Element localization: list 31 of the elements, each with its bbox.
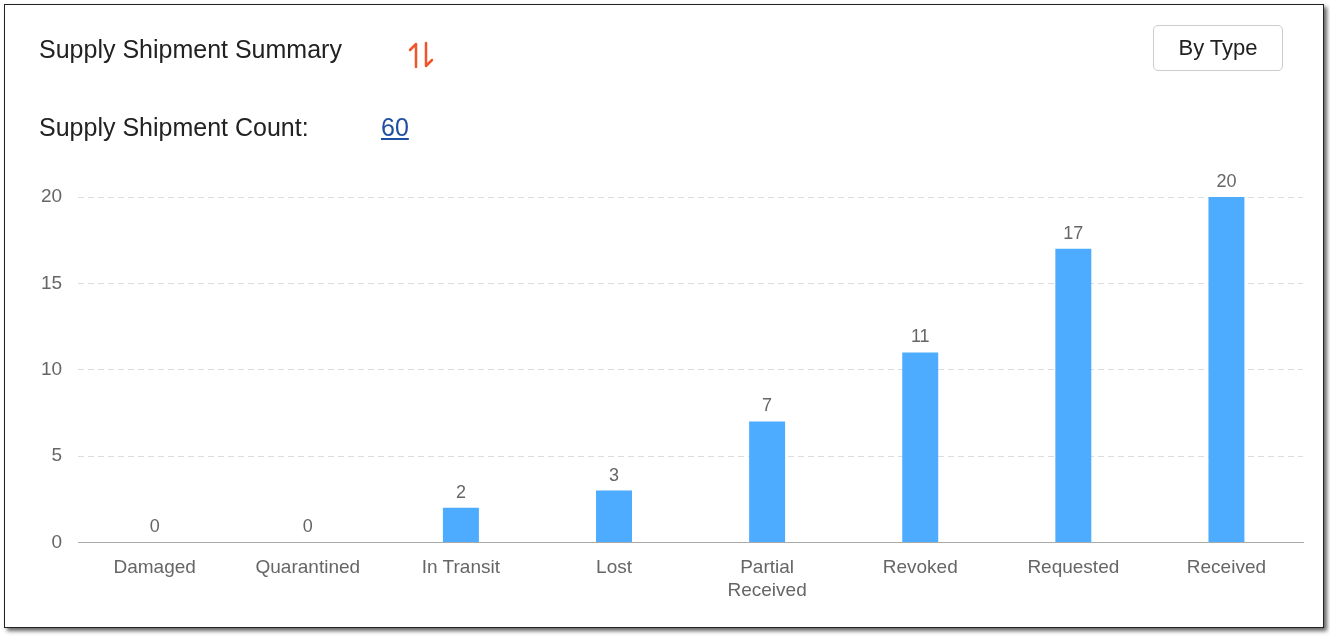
data-label: 3 — [609, 464, 620, 485]
bar — [1055, 248, 1092, 542]
text: 60 — [381, 113, 409, 142]
data-label: 7 — [762, 395, 773, 416]
data-label: 20 — [1216, 170, 1237, 191]
x-tick-label: Partial Received — [727, 556, 807, 600]
data-label: 0 — [302, 516, 313, 537]
data-label: 2 — [455, 481, 466, 502]
x-tick-label: In Transit — [421, 556, 501, 578]
y-tick-label: 15 — [40, 271, 63, 293]
text: By Type — [1153, 25, 1283, 71]
bar — [1208, 197, 1245, 542]
bar — [596, 490, 632, 542]
data-label: 11 — [910, 326, 930, 347]
bar — [442, 507, 479, 542]
x-tick-label: Damaged — [113, 556, 196, 578]
y-tick-label: 20 — [40, 185, 63, 207]
x-tick-label: Requested — [1027, 556, 1120, 578]
x-tick-label: Revoked — [882, 556, 958, 578]
y-tick-label: 5 — [51, 444, 63, 466]
bar — [902, 352, 939, 542]
bar — [749, 421, 786, 542]
y-tick-label: 0 — [51, 530, 63, 552]
x-tick-label: Lost — [596, 556, 633, 578]
x-tick-label: Quarantined — [255, 556, 361, 578]
data-label: 17 — [1063, 222, 1084, 243]
data-label: 0 — [149, 516, 160, 537]
y-tick-label: 10 — [40, 357, 63, 379]
chart-title: Supply Shipment Summary — [39, 35, 342, 64]
chart-subtitle: Supply Shipment Count: — [39, 113, 309, 142]
x-tick-label: Received — [1186, 556, 1267, 578]
